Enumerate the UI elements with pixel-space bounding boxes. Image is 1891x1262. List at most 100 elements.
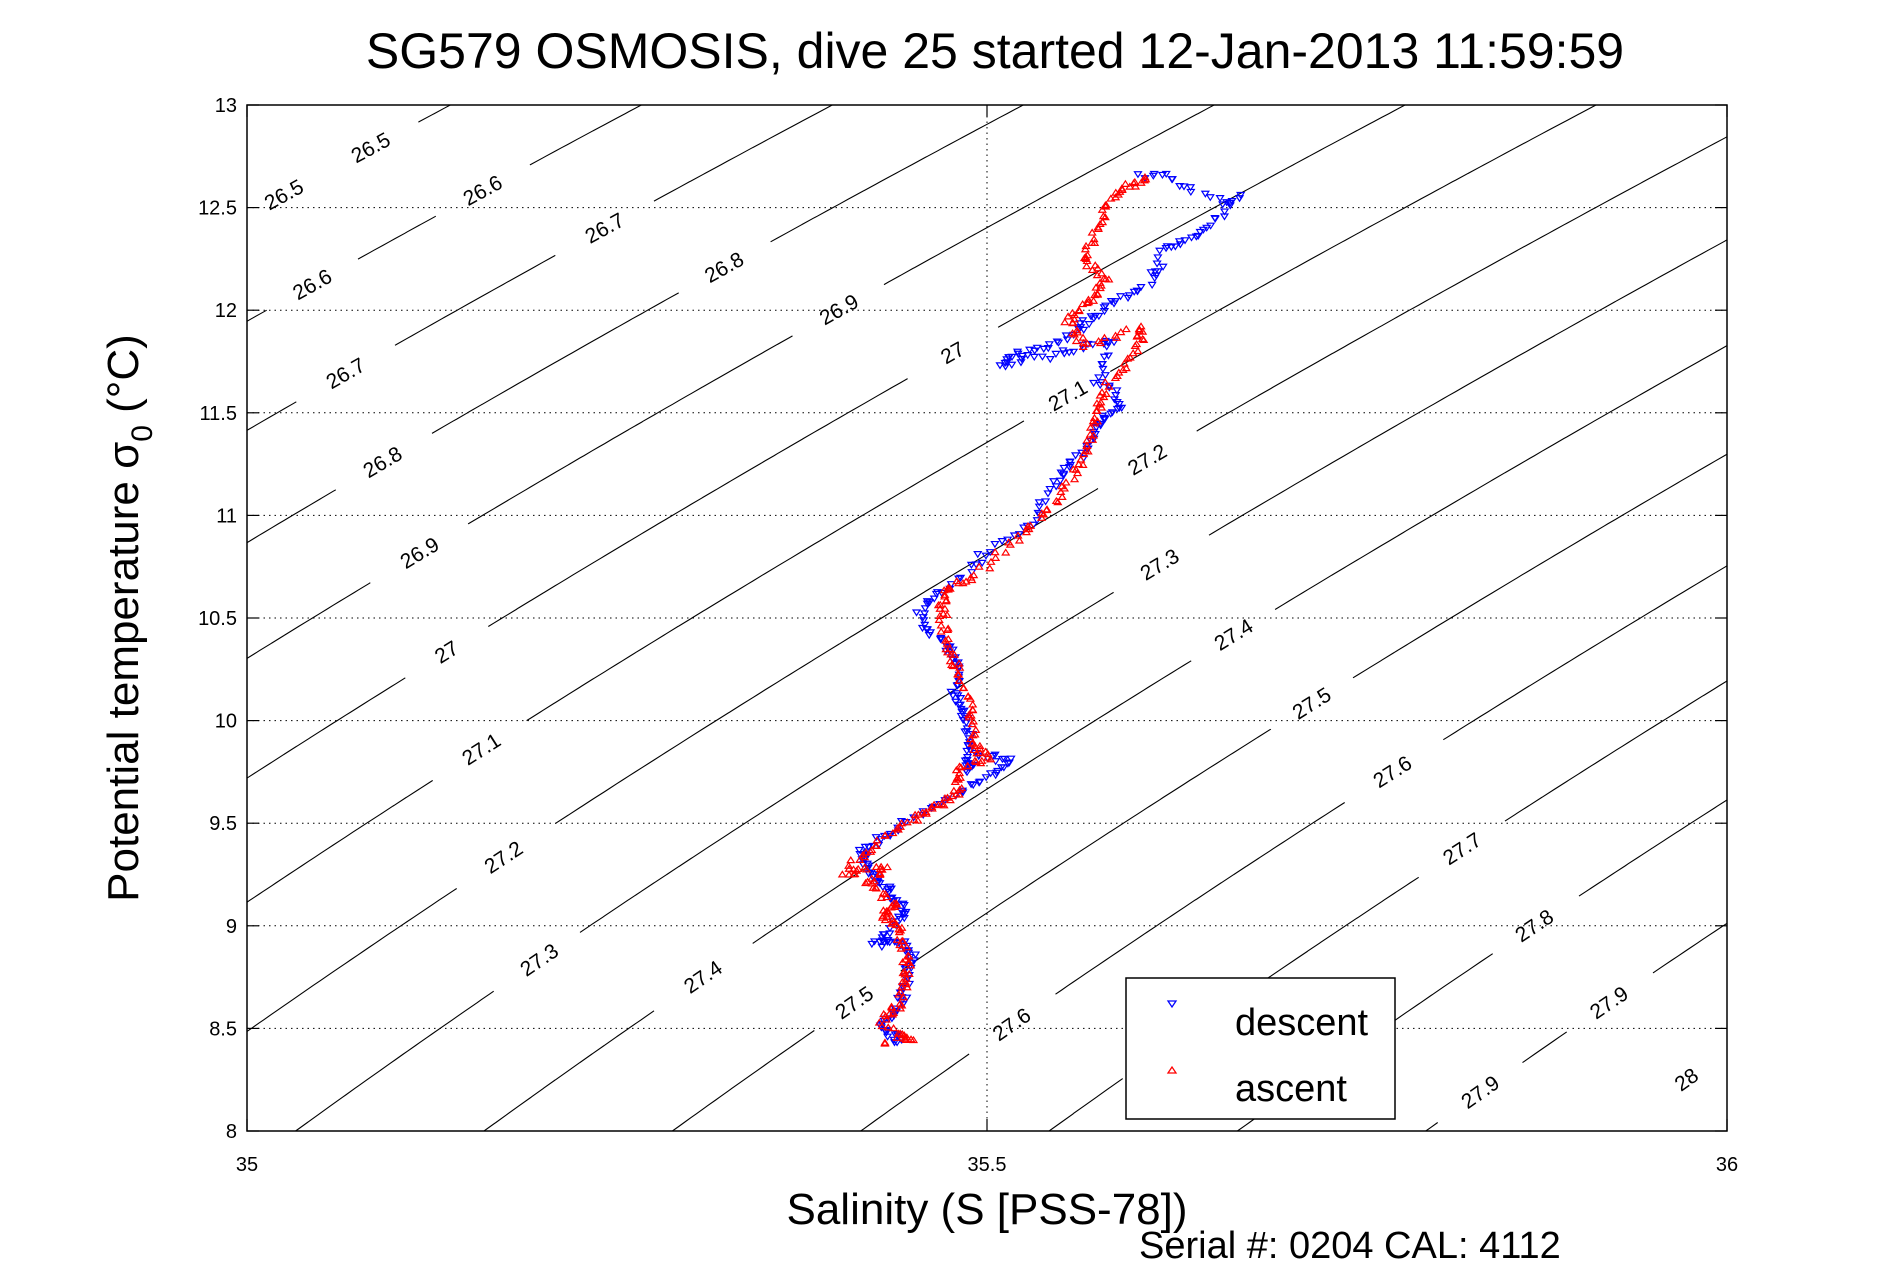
descent-point	[1000, 359, 1010, 368]
descent-point	[990, 540, 1000, 549]
descent-point	[1062, 336, 1072, 344]
descent-point	[864, 843, 874, 852]
ascent-point	[888, 1024, 899, 1032]
descent-point	[1236, 191, 1246, 200]
ascent-point	[969, 570, 979, 579]
ascent-point	[913, 816, 923, 824]
density-contour-27.1	[247, 105, 1597, 903]
descent-point	[1180, 237, 1190, 245]
descent-point	[1053, 339, 1064, 347]
ascent-point	[1083, 447, 1093, 455]
ascent-point	[1078, 342, 1088, 350]
ascent-point	[1097, 388, 1107, 396]
ascent-point	[1060, 318, 1070, 326]
ascent-point	[1026, 521, 1036, 529]
descent-point	[1075, 320, 1085, 328]
ascent-point	[945, 657, 955, 665]
descent-point	[977, 559, 987, 567]
chart-title: SG579 OSMOSIS, dive 25 started 12-Jan-20…	[366, 23, 1624, 79]
ascent-point	[1123, 354, 1133, 362]
descent-point	[997, 538, 1007, 546]
ascent-point	[1076, 455, 1086, 463]
descent-point	[1004, 354, 1014, 362]
descent-point	[1115, 293, 1126, 301]
ascent-point	[881, 1015, 892, 1023]
descent-point	[1104, 339, 1114, 347]
ascent-point	[1063, 312, 1073, 320]
ascent-point	[882, 862, 892, 871]
descent-point	[877, 1020, 887, 1029]
descent-point	[1064, 463, 1075, 472]
descent-point	[854, 846, 864, 855]
descent-point	[936, 634, 946, 643]
descent-point	[991, 772, 1001, 780]
descent-point	[1059, 464, 1069, 473]
ascent-point	[876, 862, 886, 870]
ascent-point	[954, 762, 965, 770]
ascent-point	[1078, 338, 1089, 347]
ascent-point	[954, 659, 964, 667]
descent-point	[1097, 361, 1107, 369]
ascent-point	[939, 801, 949, 809]
ascent-point	[1083, 295, 1094, 303]
descent-point	[873, 879, 883, 887]
ascent-point	[872, 836, 882, 844]
descent-point	[974, 779, 984, 787]
ascent-point	[1119, 359, 1129, 367]
ascent-point	[1140, 172, 1150, 181]
x-axis-label: Salinity (S [PSS-78])	[786, 1185, 1187, 1234]
descent-point	[1191, 233, 1201, 241]
ascent-point	[880, 831, 890, 839]
ascent-point	[1096, 398, 1106, 406]
descent-point	[1086, 313, 1096, 321]
ascent-point	[1074, 306, 1084, 315]
ascent-point	[946, 650, 956, 658]
ascent-point	[953, 670, 963, 678]
ascent-point	[860, 863, 870, 871]
descent-point	[1040, 498, 1051, 506]
y-tick-label: 10.5	[198, 608, 237, 630]
y-tick-label: 11	[216, 505, 237, 527]
ascent-point	[990, 548, 1000, 556]
y-tick-label: 9	[226, 916, 237, 938]
x-tick-label: 35.5	[968, 1154, 1007, 1176]
ascent-point	[1134, 324, 1144, 333]
ascent-point	[936, 621, 946, 629]
y-tick-label: 13	[215, 95, 237, 117]
ascent-point	[844, 870, 854, 878]
ascent-point	[974, 562, 984, 570]
ascent-point	[876, 893, 886, 901]
descent-point	[1161, 170, 1171, 179]
ascent-point	[970, 730, 980, 738]
descent-point	[896, 818, 907, 826]
ascent-point	[1082, 441, 1092, 450]
descent-point	[863, 864, 873, 873]
ascent-point	[939, 592, 950, 600]
descent-point	[1045, 355, 1055, 364]
ascent-point	[1097, 269, 1107, 277]
descent-point	[867, 940, 877, 949]
x-tick-label: 35	[236, 1154, 258, 1176]
descent-point	[1099, 308, 1110, 316]
legend-ascent-label: ascent	[1235, 1068, 1347, 1110]
descent-point	[1167, 176, 1177, 184]
ascent-point	[1089, 413, 1100, 422]
descent-point	[962, 756, 972, 765]
density-contour-26.6	[247, 105, 642, 322]
ascent-point	[986, 557, 996, 565]
data-series	[837, 170, 1246, 1047]
ascent-point	[1096, 281, 1106, 289]
descent-point	[1055, 477, 1065, 485]
descent-point	[1205, 194, 1215, 202]
descent-point	[892, 994, 903, 1003]
descent-point	[1051, 350, 1061, 359]
descent-point	[1123, 294, 1133, 302]
ascent-point	[934, 615, 944, 623]
ascent-point	[883, 908, 894, 916]
descent-point	[922, 600, 932, 608]
descent-point	[985, 549, 995, 557]
descent-point	[995, 362, 1005, 370]
descent-point	[968, 781, 978, 790]
density-contour-26.5	[418, 105, 451, 123]
